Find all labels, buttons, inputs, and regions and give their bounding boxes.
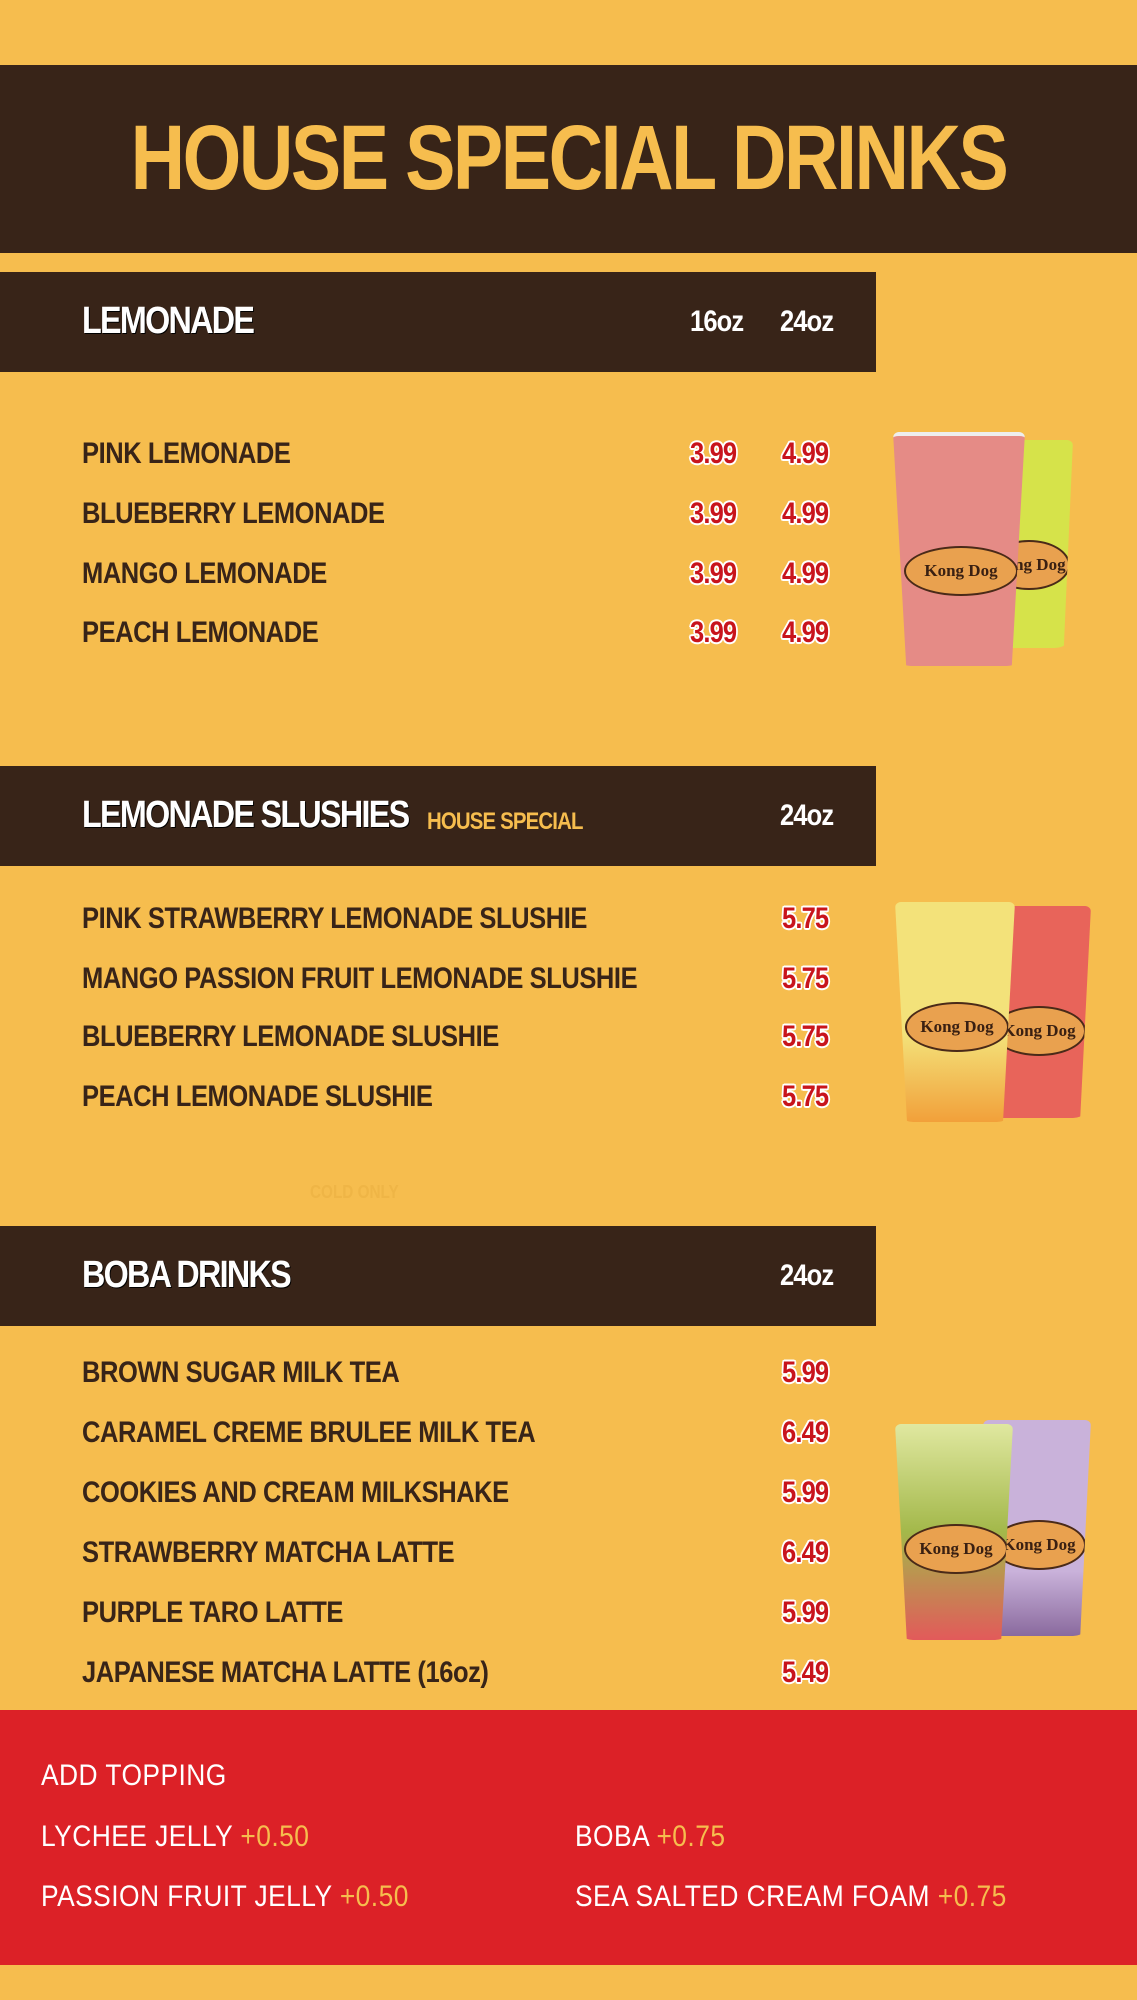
size-label: 24oz	[780, 305, 834, 338]
item-price: 4.99	[782, 557, 829, 590]
topping-price: +0.50	[240, 1820, 310, 1853]
item-name: PURPLE TARO LATTE	[82, 1596, 343, 1629]
item-price: 3.99	[690, 616, 737, 649]
topping-item: LYCHEE JELLY +0.50	[41, 1819, 309, 1855]
toppings-panel	[0, 1710, 1137, 1965]
cup-logo: Kong Dog	[903, 546, 1019, 596]
section-header-lemonade	[0, 272, 876, 372]
topping-name: LYCHEE JELLY	[41, 1820, 233, 1853]
size-label: 16oz	[690, 305, 744, 338]
topping-name: PASSION FRUIT JELLY	[41, 1880, 333, 1913]
item-price: 3.99	[690, 497, 737, 530]
item-price: 6.49	[782, 1536, 829, 1569]
item-price: 5.75	[782, 1020, 829, 1053]
item-name: COOKIES AND CREAM MILKSHAKE	[82, 1476, 509, 1509]
topping-name: SEA SALTED CREAM FOAM	[575, 1880, 930, 1913]
cup-logo: Kong Dog	[904, 1002, 1010, 1052]
item-price: 3.99	[690, 557, 737, 590]
item-name: BLUEBERRY LEMONADE	[82, 497, 385, 530]
cup-logo-text: Kong Dog	[1002, 1021, 1076, 1040]
cup-logo-text: Kong Dog	[924, 561, 998, 580]
topping-item: PASSION FRUIT JELLY +0.50	[41, 1879, 409, 1915]
item-name: STRAWBERRY MATCHA LATTE	[82, 1536, 455, 1569]
item-price: 4.99	[782, 437, 829, 470]
item-price: 5.75	[782, 902, 829, 935]
section-header-slushies	[0, 766, 876, 866]
item-name: PEACH LEMONADE SLUSHIE	[82, 1080, 433, 1113]
item-price: 5.75	[782, 962, 829, 995]
cup-logo-text: Kong Dog	[920, 1017, 994, 1036]
item-price: 5.75	[782, 1080, 829, 1113]
topping-item: SEA SALTED CREAM FOAM +0.75	[575, 1879, 1007, 1915]
item-name: CARAMEL CREME BRULEE MILK TEA	[82, 1416, 536, 1449]
item-name: PINK LEMONADE	[82, 437, 291, 470]
size-label: 24oz	[780, 1259, 834, 1292]
section-title: LEMONADE	[82, 300, 255, 342]
slushie-drinks-image: Kong Dog Kong Dog	[895, 902, 1095, 1122]
item-price: 6.49	[782, 1416, 829, 1449]
section-title: BOBA DRINKS	[82, 1254, 292, 1296]
cup-logo-text: Kong Dog	[1002, 1535, 1076, 1554]
topping-item: BOBA +0.75	[575, 1819, 725, 1855]
item-name: PEACH LEMONADE	[82, 616, 319, 649]
lemonade-drinks-image: Kong Dog Kong Dog	[893, 432, 1093, 666]
boba-drinks-image: Kong Dog Kong Dog	[895, 1420, 1095, 1640]
item-name: MANGO PASSION FRUIT LEMONADE SLUSHIE	[82, 962, 638, 995]
item-price: 4.99	[782, 497, 829, 530]
cup-logo: Kong Dog	[904, 1524, 1008, 1574]
section-header-boba	[0, 1226, 876, 1326]
item-name: BLUEBERRY LEMONADE SLUSHIE	[82, 1020, 499, 1053]
page-title: HOUSE SPECIAL DRINKS	[130, 107, 1009, 209]
topping-price: +0.75	[937, 1880, 1007, 1913]
item-name: MANGO LEMONADE	[82, 557, 327, 590]
item-price: 4.99	[782, 616, 829, 649]
item-price: 5.49	[782, 1656, 829, 1689]
toppings-title: ADD TOPPING	[41, 1759, 227, 1792]
topping-price: +0.75	[656, 1820, 726, 1853]
item-price: 5.99	[782, 1476, 829, 1509]
size-label: 24oz	[780, 799, 834, 832]
section-title: LEMONADE SLUSHIES	[82, 794, 410, 836]
item-price: 5.99	[782, 1356, 829, 1389]
item-name: BROWN SUGAR MILK TEA	[82, 1356, 400, 1389]
item-price: 3.99	[690, 437, 737, 470]
section-subtitle: HOUSE SPECIAL	[427, 808, 583, 835]
item-name: JAPANESE MATCHA LATTE (16oz)	[82, 1656, 489, 1689]
header-banner	[0, 65, 1137, 253]
cup-logo-text: Kong Dog	[919, 1539, 993, 1558]
item-price: 5.99	[782, 1596, 829, 1629]
item-name: PINK STRAWBERRY LEMONADE SLUSHIE	[82, 902, 587, 935]
cold-only-note: COLD ONLY	[310, 1182, 399, 1202]
topping-name: BOBA	[575, 1820, 649, 1853]
topping-price: +0.50	[339, 1880, 409, 1913]
